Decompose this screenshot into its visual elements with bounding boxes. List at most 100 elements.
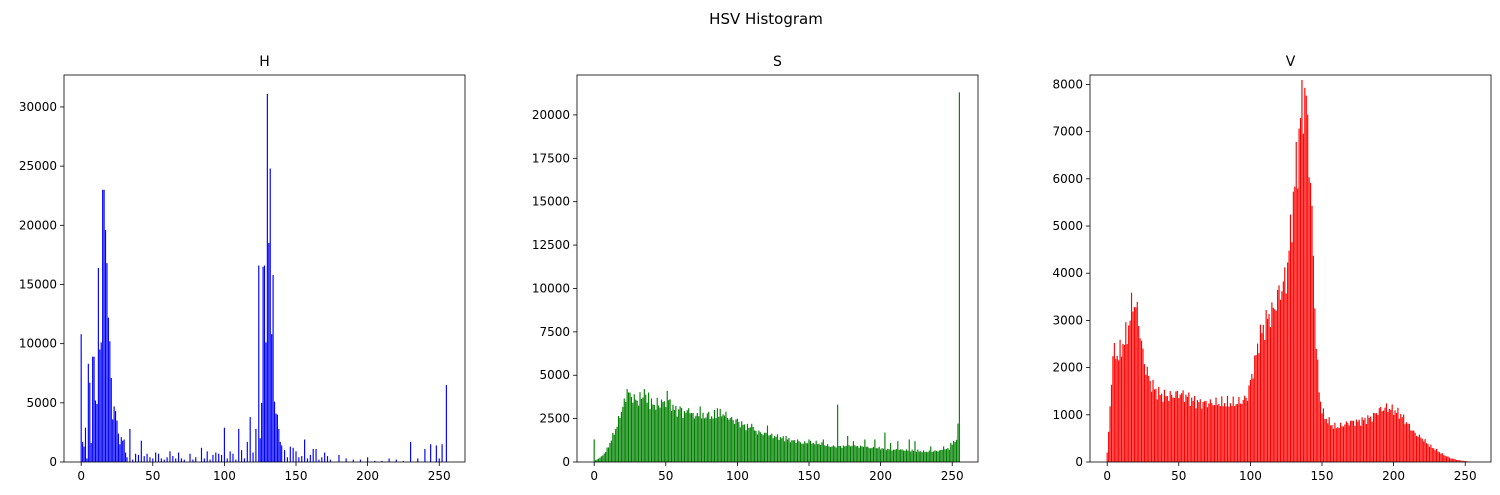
histogram-bar xyxy=(1183,401,1186,462)
histogram-bar xyxy=(1209,399,1211,462)
histogram-bar xyxy=(359,459,362,462)
histogram-bar xyxy=(1201,408,1203,462)
histogram-bar xyxy=(1282,281,1284,462)
histogram-bar xyxy=(799,442,801,462)
histogram-bar xyxy=(789,442,791,462)
histogram-bar xyxy=(1224,403,1226,462)
histogram-bar xyxy=(947,448,949,462)
y-tick-label: 12500 xyxy=(532,238,570,252)
histogram-bar xyxy=(259,438,261,462)
histogram-bar xyxy=(1265,310,1267,462)
histogram-bar xyxy=(1218,403,1220,462)
histogram-bar xyxy=(1387,412,1389,462)
histogram-bar xyxy=(1374,413,1376,462)
histogram-bar xyxy=(80,334,82,462)
histogram-bar xyxy=(149,457,151,462)
histogram-bar xyxy=(1315,348,1317,462)
histogram-bar xyxy=(424,448,426,462)
histogram-bar xyxy=(1295,141,1297,462)
histogram-bar xyxy=(868,448,870,462)
histogram-bar xyxy=(381,460,383,462)
histogram-bar xyxy=(1438,452,1441,462)
histogram-bar xyxy=(596,459,598,462)
histogram-bar xyxy=(345,458,347,462)
histogram-bar xyxy=(1332,428,1335,462)
histogram-bar xyxy=(286,457,288,462)
histogram-bar xyxy=(673,409,675,462)
axes-frame xyxy=(576,74,979,463)
histogram-bar xyxy=(832,445,834,462)
histogram-bar xyxy=(812,442,814,462)
histogram-bar xyxy=(738,422,740,462)
histogram-bar xyxy=(1267,318,1269,462)
histogram-bar xyxy=(1206,407,1209,462)
histogram-bar xyxy=(762,435,764,462)
subplot-title: S xyxy=(773,54,782,70)
histogram-bar xyxy=(1370,416,1372,462)
histogram-bar xyxy=(298,457,300,462)
histogram-bar xyxy=(100,342,102,462)
histogram-bar xyxy=(1427,444,1429,462)
histogram-bar xyxy=(765,432,767,462)
histogram-bar xyxy=(1119,339,1121,462)
histogram-bar xyxy=(791,440,793,462)
histogram-bar xyxy=(1172,397,1174,462)
histogram-bar xyxy=(1149,380,1151,462)
histogram-bar xyxy=(636,400,638,462)
histogram-bar xyxy=(627,392,630,462)
histogram-bar xyxy=(1367,415,1369,462)
histogram-bar xyxy=(658,405,660,462)
histogram-bar xyxy=(759,432,761,462)
histogram-bar xyxy=(625,401,627,462)
histogram-bar xyxy=(703,418,706,462)
histogram-bar xyxy=(935,450,938,462)
histogram-bar xyxy=(639,392,641,462)
histogram-bar xyxy=(86,458,88,462)
histogram-bar xyxy=(1383,410,1385,462)
histogram-bar xyxy=(695,415,697,462)
histogram-bar xyxy=(1255,354,1257,462)
histogram-bar xyxy=(252,452,254,462)
histogram-bar xyxy=(897,441,899,462)
histogram-bar xyxy=(1401,417,1403,462)
x-tick-label: 150 xyxy=(798,469,821,483)
histogram-bar xyxy=(927,452,929,462)
histogram-bar xyxy=(794,440,796,462)
histogram-bar xyxy=(691,413,693,462)
histogram-bar xyxy=(1361,417,1363,462)
histogram-bar xyxy=(1291,242,1293,462)
histogram-bar xyxy=(865,446,867,462)
histogram-bar xyxy=(649,409,651,462)
histogram-bar xyxy=(900,449,902,462)
y-tick-label: 6000 xyxy=(1052,172,1083,186)
histogram-bar xyxy=(112,419,114,462)
histogram-bar xyxy=(1225,406,1227,462)
histogram-bar xyxy=(849,446,852,462)
histogram-bar xyxy=(1254,355,1256,462)
histogram-bar xyxy=(630,396,632,462)
histogram-bar xyxy=(107,317,109,462)
histogram-bar xyxy=(246,441,248,462)
histogram-bar xyxy=(712,418,714,462)
histogram-bar xyxy=(914,441,916,462)
histogram-bar xyxy=(782,436,784,462)
histogram-bar xyxy=(1226,395,1229,462)
histogram-bar xyxy=(660,399,663,462)
histogram-bar xyxy=(265,342,267,462)
histogram-bar xyxy=(1133,307,1135,462)
histogram-bar xyxy=(741,421,743,462)
histogram-bar xyxy=(1425,443,1428,462)
y-tick-label: 20000 xyxy=(19,218,57,232)
histogram-bar xyxy=(811,443,813,462)
histogram-bar xyxy=(874,439,876,462)
histogram-bar xyxy=(352,459,354,462)
histogram-bar xyxy=(885,450,887,462)
histogram-bar xyxy=(715,418,717,462)
histogram-bar xyxy=(1251,373,1253,462)
histogram-bar xyxy=(652,404,654,462)
histogram-bar xyxy=(172,456,174,462)
histogram-bar xyxy=(735,419,737,462)
histogram-bar xyxy=(619,418,621,462)
subplot-v: V 0 50 100 150 200 250 0 1000 2000 3000 4000 5000 600… xyxy=(1052,54,1492,483)
histogram-bar xyxy=(1380,406,1382,462)
